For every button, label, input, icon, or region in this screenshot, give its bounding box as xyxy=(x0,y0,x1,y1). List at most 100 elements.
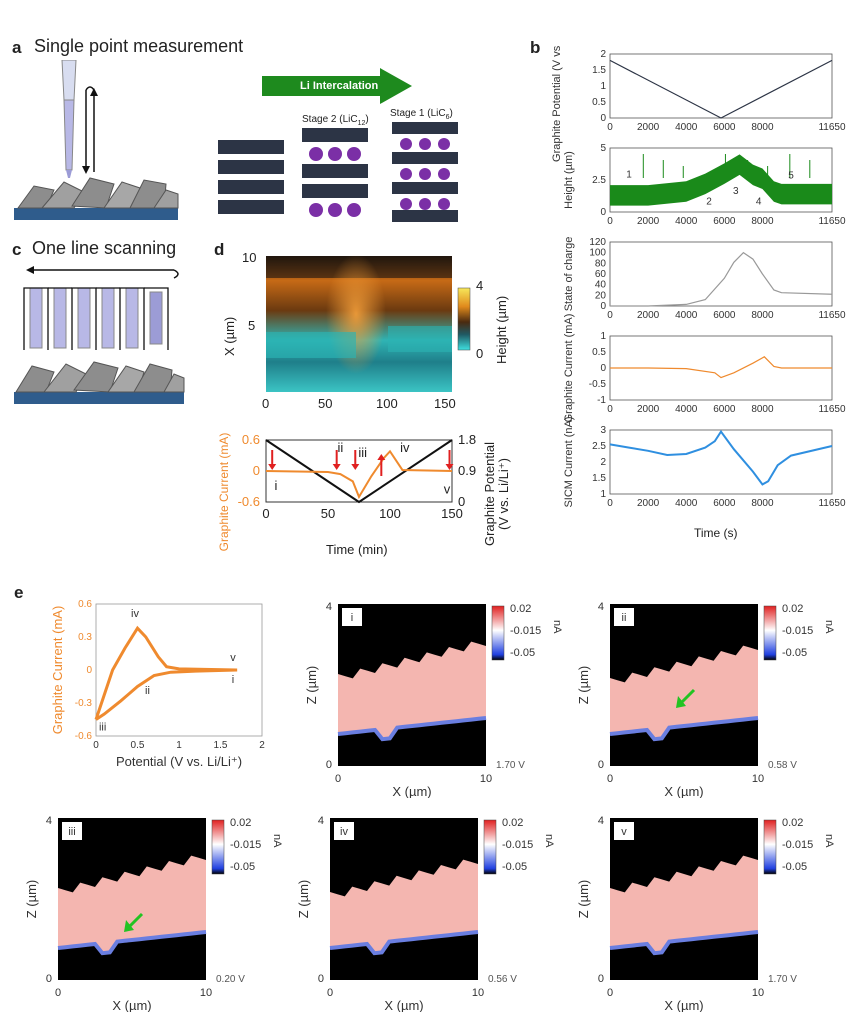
b-xtick: 8000 xyxy=(751,498,774,509)
sicm-label-box xyxy=(62,822,82,840)
sicm-current-band xyxy=(330,859,478,954)
b-xtick: 6000 xyxy=(713,404,736,415)
d-right-ytick: 0 xyxy=(458,494,465,509)
b-series-line xyxy=(609,59,833,119)
b-xtick: 0 xyxy=(607,404,613,415)
sicm-xlabel: X (µm) xyxy=(664,998,703,1012)
b-height-annotation: 4 xyxy=(756,196,762,207)
cv-xtick: 0.5 xyxy=(131,740,145,751)
sicm-xtick: 10 xyxy=(480,773,492,785)
b-xtick: 4000 xyxy=(675,216,698,227)
b-ytick: 20 xyxy=(595,290,607,301)
b-ytick: 1 xyxy=(600,331,606,342)
graphite-stack-stage2 xyxy=(302,128,368,217)
sicm-voltage: 1.70 V xyxy=(496,760,525,771)
b-ylabel: State of charge xyxy=(563,237,575,312)
sicm-xtick: 10 xyxy=(752,987,764,999)
cv-stage-label: iii xyxy=(99,722,106,734)
d-left-ytick: -0.6 xyxy=(238,494,260,509)
panel-c-letter: c xyxy=(12,240,22,259)
sicm-zlabel: Z (µm) xyxy=(304,666,319,705)
map-ytick-10: 10 xyxy=(242,250,256,265)
b-chart-frame xyxy=(609,241,833,307)
sicm-map-iv: iv 0.02 -0.015 -0.05 nA 0.56 V 4 00 10 X (µm) Z (µ… xyxy=(296,815,555,1012)
d-left-ytick: 0 xyxy=(253,463,260,478)
li-intercalation-arrow xyxy=(262,68,412,104)
stage1-label: Stage 1 (LiC6) xyxy=(390,108,453,121)
cv-ytick: 0 xyxy=(86,665,92,676)
d-right-ylabel-1: Graphite Potential xyxy=(482,442,497,546)
single-point-schematic xyxy=(14,60,179,220)
d-stage-label: v xyxy=(444,481,451,496)
b-ytick: 2 xyxy=(600,49,606,60)
sicm-cbar-tick: -0.015 xyxy=(782,839,813,851)
b-ytick: 0 xyxy=(600,113,606,124)
b-height-annotation: 5 xyxy=(788,171,794,182)
d-red-arrowhead xyxy=(445,464,454,470)
b-xtick: 6000 xyxy=(713,310,736,321)
b-xtick: 8000 xyxy=(751,216,774,227)
sicm-voltage: 0.56 V xyxy=(488,974,517,985)
sicm-colorbar xyxy=(483,819,497,875)
sicm-label-box xyxy=(342,608,362,626)
sicm-ytick: 4 xyxy=(326,601,332,613)
b-chart-4: 10.50-0.5-10 2000 4000 6000 8000 11650Graphit… xyxy=(563,314,846,423)
b-ytick: 2 xyxy=(600,457,606,468)
cv-ylabel: Graphite Current (mA) xyxy=(50,606,65,735)
cv-ytick: 0.6 xyxy=(78,599,92,610)
sicm-cbar-tick: -0.015 xyxy=(782,625,813,637)
d-left-ylabel: Graphite Current (mA) xyxy=(217,433,231,552)
map-ylabel: X (µm) xyxy=(222,317,237,356)
b-chart-5: 3 2.5 2 1.5 10 2000 4000 6000 8000 11650 SICM Curr… xyxy=(563,416,846,509)
sicm-xtick: 10 xyxy=(200,987,212,999)
b-xtick: 2000 xyxy=(637,404,660,415)
sicm-voltage: 0.20 V xyxy=(216,974,245,985)
b-xtick: 4000 xyxy=(675,498,698,509)
d-red-arrowhead xyxy=(377,454,386,460)
graphite-stack-stage1 xyxy=(392,122,458,222)
sicm-voltage: 0.58 V xyxy=(768,760,797,771)
sicm-cbar-tick: -0.015 xyxy=(502,839,533,851)
sicm-zlabel: Z (µm) xyxy=(24,880,39,919)
sicm-colorbar xyxy=(491,605,505,661)
b-ytick: 0.5 xyxy=(592,97,606,108)
sicm-cbar-tick: 0.02 xyxy=(230,817,251,829)
b-ytick: -0.5 xyxy=(589,379,607,390)
sicm-ytick: 0 xyxy=(326,759,332,771)
sicm-cbar-tick: 0.02 xyxy=(502,817,523,829)
panel-a-title: Single point measurement xyxy=(34,36,244,56)
sicm-colorbar xyxy=(211,819,225,875)
b-ylabel: Graphite Potential (V vs. Li/Li⁺) xyxy=(551,46,563,162)
b-xtick: 11650 xyxy=(818,404,846,415)
map-xtick-150: 150 xyxy=(434,396,456,411)
line-scan-schematic xyxy=(14,266,185,404)
b-ytick: 60 xyxy=(595,269,607,280)
height-cbar-tick-0: 0 xyxy=(476,346,483,361)
b-xtick: 8000 xyxy=(751,122,774,133)
panel-a-letter: a xyxy=(12,38,22,57)
sicm-cbar-tick: -0.05 xyxy=(782,647,807,659)
sicm-cbar-unit: nA xyxy=(543,834,555,848)
d-red-arrowhead xyxy=(332,464,341,470)
sicm-zlabel: Z (µm) xyxy=(576,666,591,705)
sicm-green-arrowhead xyxy=(124,920,134,932)
sicm-ytick: 4 xyxy=(598,815,604,827)
sicm-map-label: iii xyxy=(68,826,75,838)
sicm-surface-line xyxy=(57,930,207,956)
b-xtick: 2000 xyxy=(637,498,660,509)
b-xtick: 11650 xyxy=(818,216,846,227)
b-series-line xyxy=(610,356,832,379)
b-chart-1: 2 1.5 1 0.5 00 2000 4000 6000 8000 11650 Graphite … xyxy=(551,46,846,162)
sicm-xlabel: X (µm) xyxy=(384,998,423,1012)
cv-frame xyxy=(95,603,263,737)
map-xtick-50: 50 xyxy=(318,396,332,411)
sicm-surface-line xyxy=(609,716,759,742)
panel-c-title: One line scanning xyxy=(32,238,177,258)
b-ytick: 100 xyxy=(589,248,606,259)
sicm-voltage: 1.70 V xyxy=(768,974,797,985)
li-intercalation-label: Li Intercalation xyxy=(300,80,379,92)
sicm-ytick: 0 xyxy=(598,759,604,771)
d-xtick: 0 xyxy=(262,506,269,521)
sicm-colorbar xyxy=(763,819,777,875)
panel-e-letter: e xyxy=(14,583,24,602)
